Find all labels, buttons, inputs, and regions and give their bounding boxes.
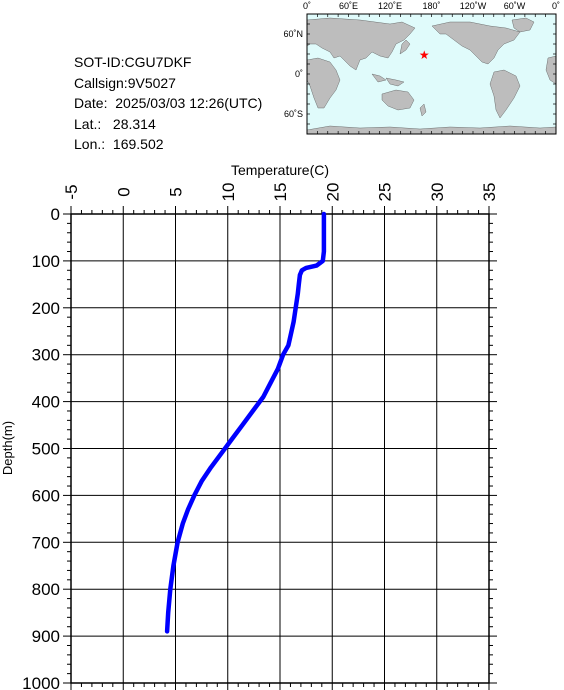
map-longitude-label: 60˚W	[504, 1, 526, 11]
y-tick-label: 700	[32, 533, 60, 552]
y-tick-label: 600	[32, 486, 60, 505]
y-tick-label: 1000	[22, 674, 60, 690]
latitude-label: Lat.: 28.314	[74, 115, 156, 132]
chart-grid	[70, 213, 490, 684]
y-tick-label: 300	[32, 346, 60, 365]
x-axis-label: Temperature(C)	[231, 162, 329, 178]
y-axis-label: Depth(m)	[0, 421, 15, 475]
map-longitude-label: 60˚E	[339, 1, 358, 11]
x-tick-label: 10	[219, 183, 238, 202]
y-tick-label: 900	[32, 627, 60, 646]
x-tick-label: 35	[480, 183, 499, 202]
y-tick-label: 100	[32, 252, 60, 271]
y-tick-label: 500	[32, 440, 60, 459]
float-position-marker: ★	[419, 48, 430, 62]
map-longitude-label: 120˚W	[460, 1, 487, 11]
y-tick-label: 200	[32, 299, 60, 318]
plot-frame	[70, 213, 490, 684]
x-tick-label: 20	[323, 183, 342, 202]
date-label: Date: 2025/03/03 12:26(UTC)	[74, 95, 263, 111]
x-tick-label: 30	[428, 183, 447, 202]
longitude-label: Lon.: 169.502	[74, 136, 164, 152]
y-tick-label: 400	[32, 393, 60, 412]
map-latitude-label: 0˚	[295, 69, 303, 79]
map-longitude-label: 0˚	[303, 1, 311, 11]
x-tick-label: 5	[167, 187, 186, 196]
x-tick-label: 25	[376, 183, 395, 202]
float-info-block: SOT-ID:CGU7DKF Callsign:9V5027 Date: 202…	[74, 52, 262, 155]
x-tick-label: 15	[271, 183, 290, 202]
y-tick-label: 0	[51, 205, 60, 224]
sot-id-label: SOT-ID:CGU7DKF	[74, 54, 192, 70]
callsign-label: Callsign:9V5027	[74, 74, 176, 91]
map-latitude-label: 60˚N	[283, 29, 303, 39]
location-map: 0˚ 60˚E 120˚E 180˚ 120˚W 60˚W 0˚ 60˚N 0˚ 60˚S ★	[283, 1, 560, 135]
map-longitude-label: 180˚	[422, 1, 440, 11]
map-latitude-label: 60˚S	[284, 109, 303, 119]
map-longitude-label: 0˚	[552, 1, 560, 11]
x-tick-label: 0	[114, 187, 133, 196]
map-longitude-label: 120˚E	[378, 1, 402, 11]
x-tick-label: -5	[62, 184, 81, 199]
y-tick-label: 800	[32, 580, 60, 599]
temperature-profile-line	[164, 211, 327, 634]
